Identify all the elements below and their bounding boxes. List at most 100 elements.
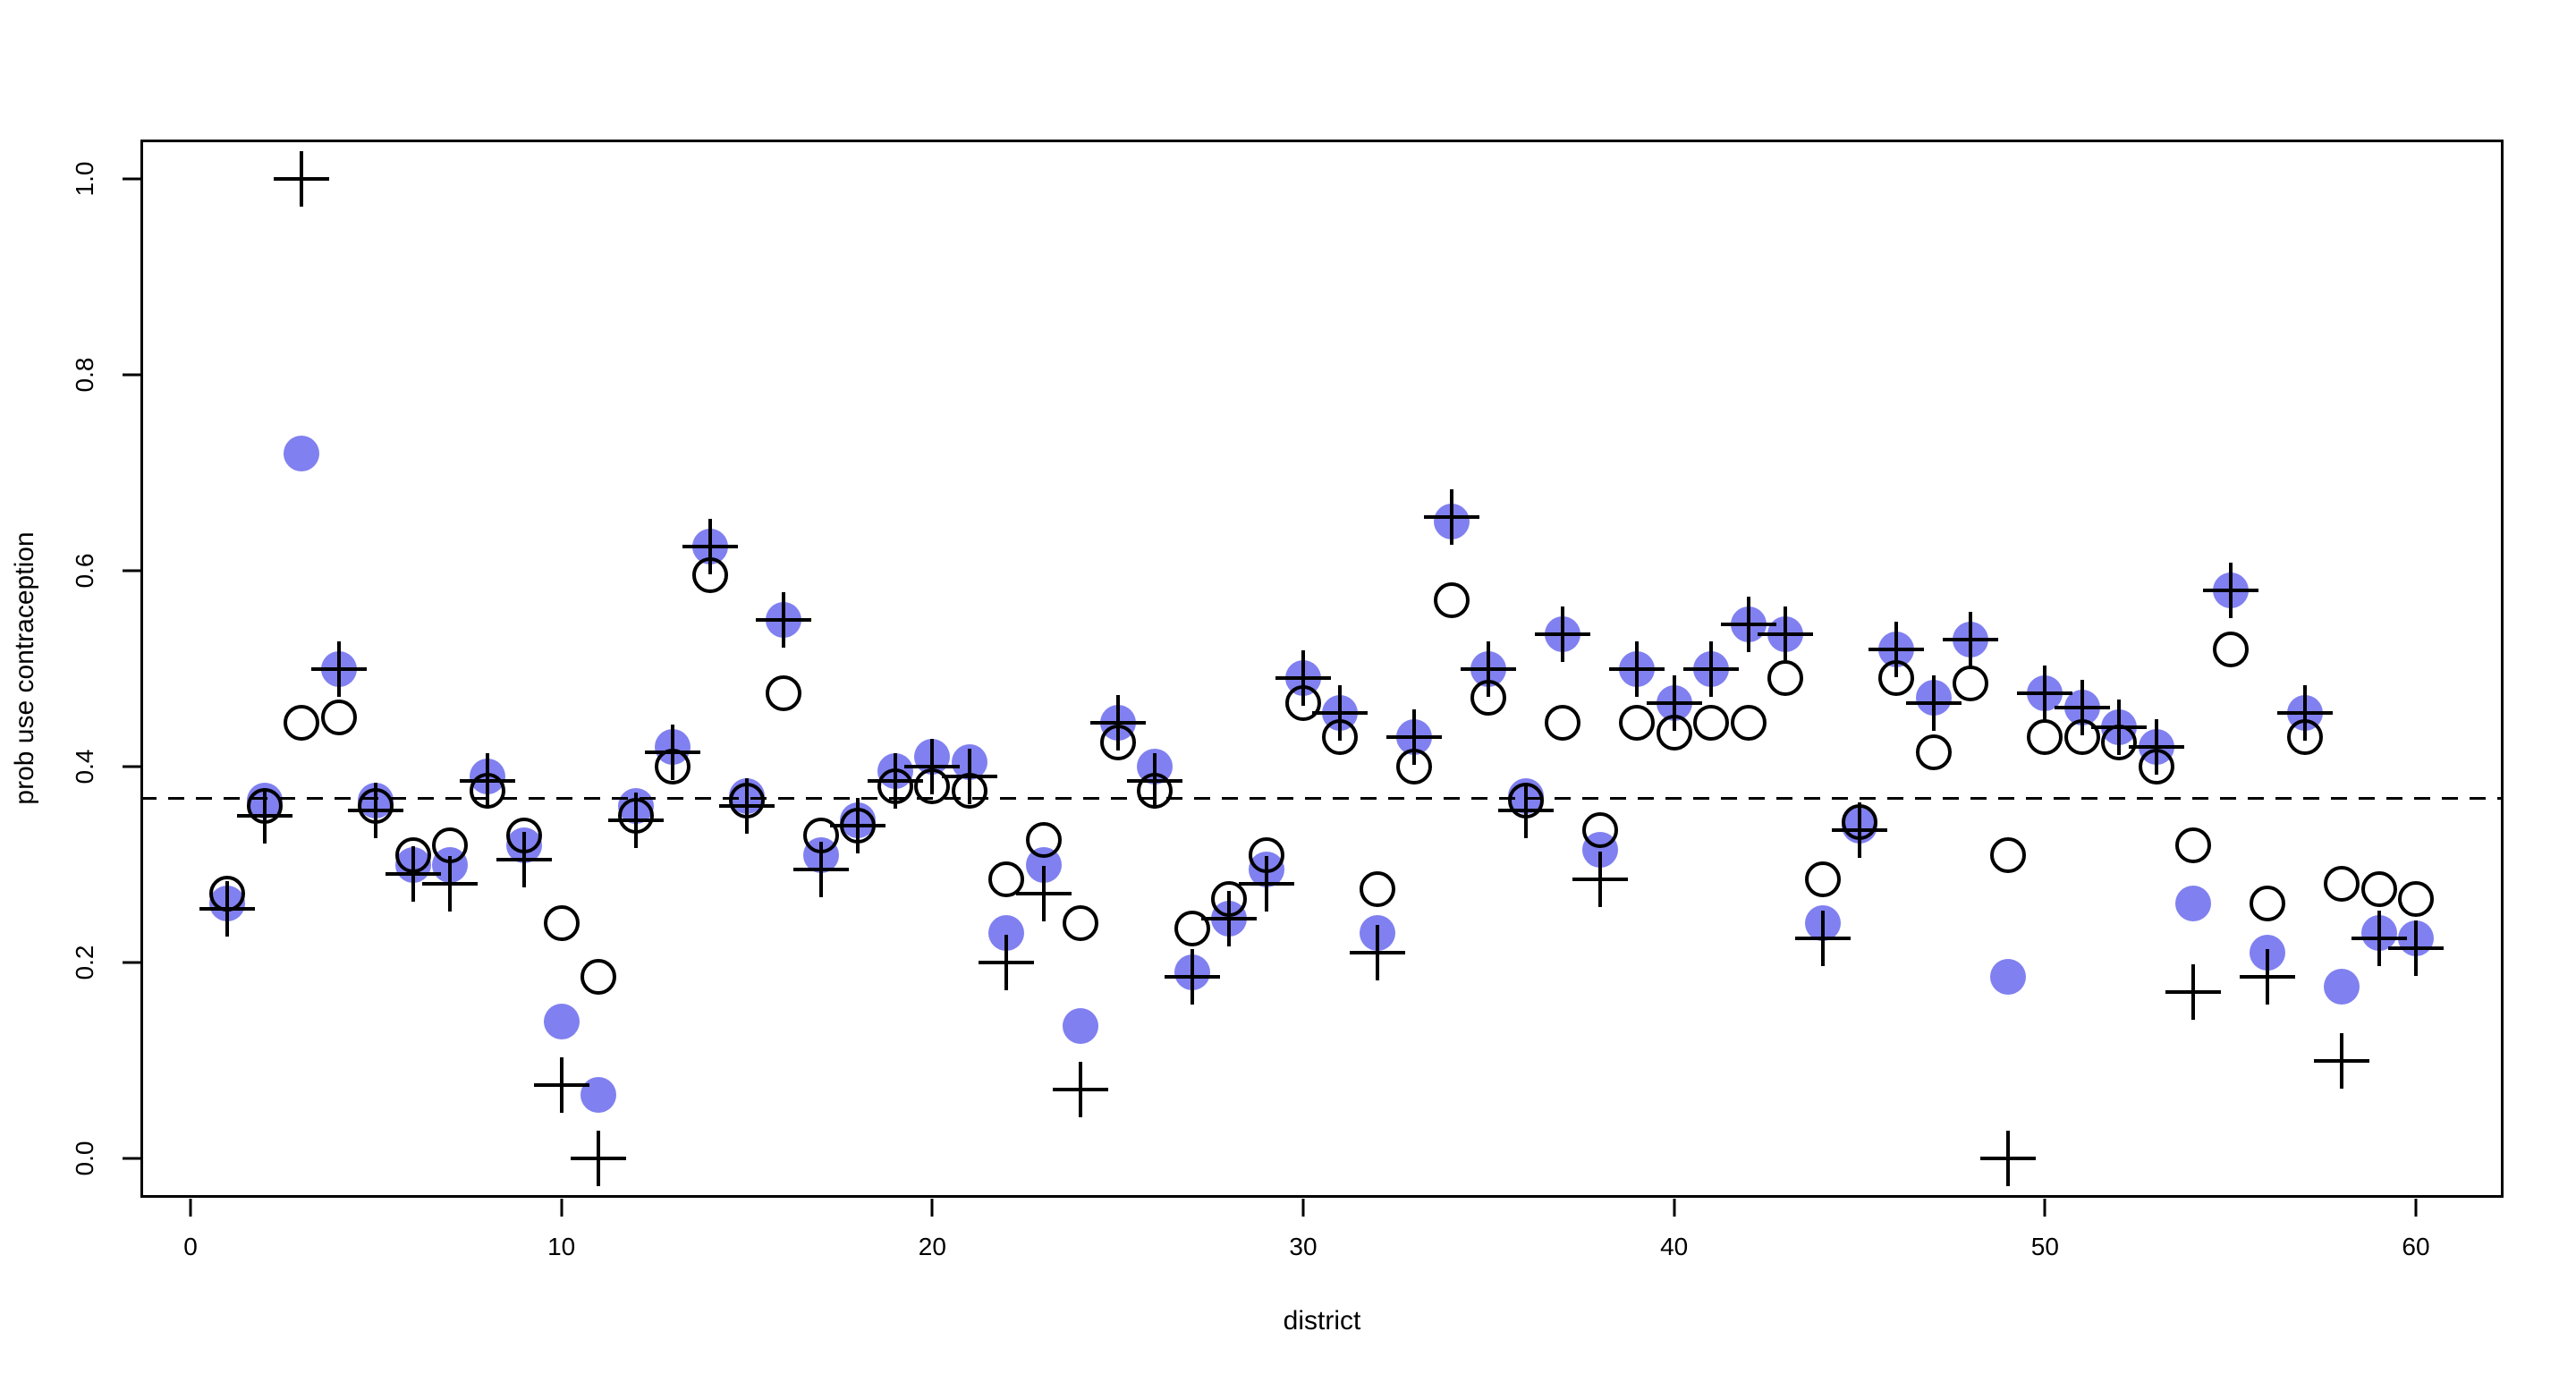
plus-point (1350, 925, 1405, 980)
x-tick (1673, 1199, 1676, 1217)
plus-point (1868, 622, 1924, 677)
filled-circle-point (284, 435, 320, 471)
plus-point (1090, 695, 1146, 751)
open-circle-point (2027, 719, 2063, 756)
plus-point (2314, 1033, 2369, 1089)
x-tick-label: 20 (918, 1233, 946, 1260)
y-tick (123, 569, 140, 572)
plus-point (199, 881, 255, 937)
x-tick-label: 10 (547, 1233, 576, 1260)
plus-point (1312, 685, 1368, 741)
plus-point (1535, 606, 1590, 662)
plus-point (1758, 606, 1813, 662)
filled-circle-point (2324, 969, 2360, 1005)
open-circle-point (284, 704, 320, 741)
plus-point (1906, 675, 1962, 731)
plus-point (1943, 612, 1998, 667)
plus-point (1424, 489, 1479, 545)
plus-point (348, 783, 403, 838)
plus-point (719, 778, 775, 834)
y-tick-label: 1.0 (71, 161, 98, 197)
plus-point (979, 935, 1034, 990)
plus-point (608, 793, 664, 848)
y-tick-label: 0.6 (71, 553, 98, 589)
x-tick (560, 1199, 564, 1217)
y-tick-label: 0.8 (71, 357, 98, 393)
open-circle-point (1581, 812, 1618, 849)
open-circle-point (1359, 870, 1395, 907)
plus-point (1498, 783, 1554, 838)
plus-point (2388, 920, 2444, 976)
x-tick (2414, 1199, 2418, 1217)
x-tick (189, 1199, 192, 1217)
x-tick-label: 60 (2402, 1233, 2430, 1260)
x-tick-label: 50 (2030, 1233, 2059, 1260)
plus-point (571, 1131, 626, 1186)
y-tick (123, 1157, 140, 1160)
open-circle-point (2324, 866, 2360, 903)
plus-point (1461, 641, 1516, 697)
x-tick-label: 40 (1660, 1233, 1689, 1260)
open-circle-point (1915, 734, 1952, 770)
x-tick (2043, 1199, 2046, 1217)
open-circle-point (1063, 905, 1099, 942)
y-tick (123, 373, 140, 377)
plus-point (2277, 685, 2333, 741)
plus-point (2240, 949, 2295, 1005)
plus-point (1832, 802, 1887, 858)
filled-circle-point (543, 1003, 580, 1039)
x-tick-label: 30 (1289, 1233, 1318, 1260)
open-circle-point (580, 959, 617, 996)
plus-point (1127, 753, 1182, 809)
plus-point (1239, 856, 1294, 912)
y-tick (123, 961, 140, 964)
x-tick (930, 1199, 934, 1217)
open-circle-point (2250, 886, 2286, 922)
filled-circle-point (1989, 959, 2026, 996)
open-circle-point (1989, 836, 2026, 873)
filled-circle-point (1063, 1008, 1099, 1045)
plus-point (942, 749, 997, 804)
plus-point (2129, 719, 2184, 775)
x-tick-label: 0 (183, 1233, 198, 1260)
reference-dashed-line (140, 796, 2504, 800)
plus-point (311, 641, 367, 697)
open-circle-point (1767, 660, 1804, 697)
y-tick (123, 177, 140, 181)
plus-point (460, 753, 515, 809)
open-circle-point (2398, 880, 2434, 917)
plus-point (534, 1057, 589, 1113)
plus-point (496, 832, 552, 887)
plus-point (237, 788, 292, 844)
plus-point (422, 856, 478, 912)
open-circle-point (2360, 870, 2397, 907)
plus-point (1572, 852, 1628, 907)
open-circle-point (1545, 704, 1581, 741)
open-circle-point (1025, 822, 1062, 859)
open-circle-point (1730, 704, 1767, 741)
open-circle-point (766, 674, 802, 711)
open-circle-point (1433, 581, 1470, 618)
open-circle-point (543, 905, 580, 942)
open-circle-point (1804, 861, 1841, 897)
plus-point (2165, 964, 2221, 1020)
plus-point (1165, 949, 1220, 1005)
plus-point (1795, 911, 1851, 966)
plus-point (756, 592, 811, 648)
x-axis-title: district (1283, 1306, 1361, 1336)
plus-point (682, 519, 738, 574)
plus-point (645, 725, 700, 780)
y-tick-label: 0.4 (71, 749, 98, 785)
open-circle-point (320, 700, 357, 736)
y-axis-title: prob use contraception (10, 531, 39, 805)
y-tick-label: 0.0 (71, 1141, 98, 1176)
open-circle-point (2212, 631, 2249, 667)
x-tick (1301, 1199, 1305, 1217)
open-circle-point (2175, 827, 2212, 863)
plus-point (274, 151, 329, 207)
y-tick-label: 0.2 (71, 945, 98, 980)
plot-area (140, 140, 2504, 1198)
plus-point (2203, 563, 2258, 618)
plus-point (1016, 866, 1072, 921)
